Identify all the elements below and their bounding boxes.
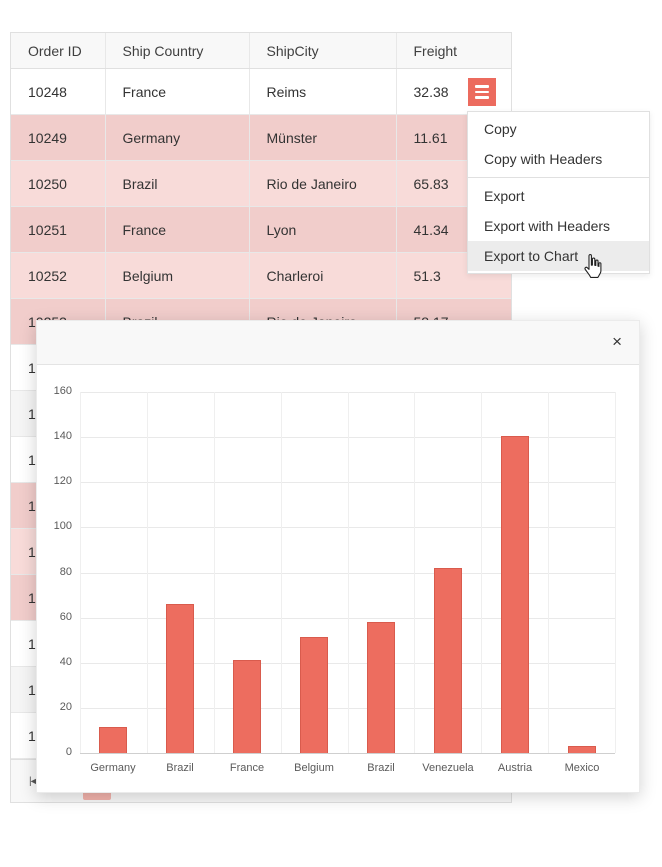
grid-cell[interactable]: Reims (249, 68, 397, 115)
table-row[interactable]: 10250 Brazil Rio de Janeiro 65.83 (11, 160, 511, 207)
y-gridline (80, 708, 615, 709)
x-axis-tick-label: Belgium (294, 762, 334, 774)
x-gridline (281, 392, 282, 753)
table-row[interactable]: 10248 France Reims 32.38 (11, 68, 511, 115)
x-gridline (147, 392, 148, 753)
context-menu: Copy Copy with Headers Export Export with H… (467, 111, 650, 274)
grid-cell[interactable]: 10251 (11, 206, 106, 253)
y-gridline (80, 573, 615, 574)
y-axis-tick-label: 40 (59, 656, 72, 668)
y-axis-tick-label: 80 (59, 566, 72, 578)
grid-cell[interactable]: France (105, 68, 250, 115)
column-header-ship-country[interactable]: Ship Country (105, 33, 250, 69)
grid-cell[interactable]: Belgium (105, 252, 250, 299)
y-axis-tick-label: 20 (59, 701, 72, 713)
menu-separator (468, 177, 649, 178)
grid-cell[interactable]: 10250 (11, 160, 106, 207)
x-gridline (615, 392, 616, 753)
x-axis-tick-label: France (229, 762, 265, 774)
y-gridline (80, 437, 615, 438)
close-icon[interactable]: × (612, 332, 622, 351)
y-axis-tick-label: 0 (65, 746, 72, 758)
column-header-freight[interactable]: Freight (396, 33, 511, 69)
menu-item-export-to-chart[interactable]: Export to Chart (468, 241, 649, 271)
x-axis-tick-label: Mexico (564, 762, 600, 774)
freight-bar-chart: 0 20 40 60 80 100 120 140 160 Germany Brazil France… (37, 365, 639, 792)
y-gridline (80, 527, 615, 528)
chart-bar-brazil (367, 622, 395, 753)
grid-cell[interactable]: Brazil (105, 160, 250, 207)
chart-bar-austria (501, 436, 529, 753)
x-axis-tick-label: Germany (90, 762, 136, 774)
x-gridline (80, 392, 81, 753)
chart-bar-germany (99, 727, 127, 753)
x-gridline (414, 392, 415, 753)
chart-bar-brazil (166, 604, 194, 753)
y-gridline (80, 753, 615, 754)
menu-item-copy[interactable]: Copy (484, 121, 517, 137)
chart-bar-france (233, 660, 261, 753)
chart-bar-venezuela (434, 568, 462, 753)
grid-header-row: Order ID Ship Country ShipCity Freight (11, 33, 511, 69)
chart-dialog-header: × (37, 321, 639, 365)
hand-pointer-icon (584, 254, 602, 278)
grid-cell[interactable]: Charleroi (249, 252, 397, 299)
menu-item-copy-with-headers[interactable]: Copy with Headers (484, 151, 603, 167)
y-gridline (80, 482, 615, 483)
grid-cell[interactable]: Germany (105, 114, 250, 161)
x-axis-tick-label: Brazil (166, 762, 194, 774)
table-row[interactable]: 10252 Belgium Charleroi 51.3 (11, 252, 511, 299)
row-context-menu-button[interactable] (468, 78, 496, 106)
table-row[interactable]: 10249 Germany Münster 11.61 (11, 114, 511, 161)
y-axis-tick-label: 140 (53, 430, 72, 442)
menu-item-export-with-headers[interactable]: Export with Headers (484, 218, 611, 234)
pager-first-page-button[interactable]: |◀ (29, 775, 38, 787)
y-axis-tick-label: 60 (59, 611, 72, 623)
x-axis-tick-label: Venezuela (422, 762, 474, 774)
y-axis-tick-label: 120 (53, 475, 72, 487)
y-axis-tick-label: 160 (53, 385, 72, 397)
x-gridline (548, 392, 549, 753)
chart-bar-mexico (568, 746, 596, 753)
x-gridline (214, 392, 215, 753)
y-gridline (80, 392, 615, 393)
table-row[interactable]: 10251 France Lyon 41.34 (11, 206, 511, 253)
grid-cell[interactable]: 10252 (11, 252, 106, 299)
y-gridline (80, 618, 615, 619)
x-axis-tick-label: Brazil (367, 762, 395, 774)
chart-bar-belgium (300, 637, 328, 753)
column-header-shipcity[interactable]: ShipCity (249, 33, 397, 69)
grid-cell[interactable]: 51.3 (396, 252, 511, 299)
grid-cell[interactable]: Lyon (249, 206, 397, 253)
grid-cell[interactable]: Rio de Janeiro (249, 160, 397, 207)
x-axis-tick-label: Austria (497, 762, 533, 774)
hamburger-icon (475, 85, 489, 88)
y-gridline (80, 663, 615, 664)
menu-item-export[interactable]: Export (484, 188, 525, 204)
grid-cell[interactable]: Münster (249, 114, 397, 161)
x-gridline (348, 392, 349, 753)
grid-cell[interactable]: 10248 (11, 68, 106, 115)
x-gridline (481, 392, 482, 753)
column-header-order-id[interactable]: Order ID (11, 33, 106, 69)
grid-cell[interactable]: 10249 (11, 114, 106, 161)
y-axis-tick-label: 100 (53, 520, 72, 532)
chart-dialog: × 0 20 40 60 80 100 120 140 160 Germany Brazil Fran… (36, 320, 640, 793)
grid-cell[interactable]: France (105, 206, 250, 253)
